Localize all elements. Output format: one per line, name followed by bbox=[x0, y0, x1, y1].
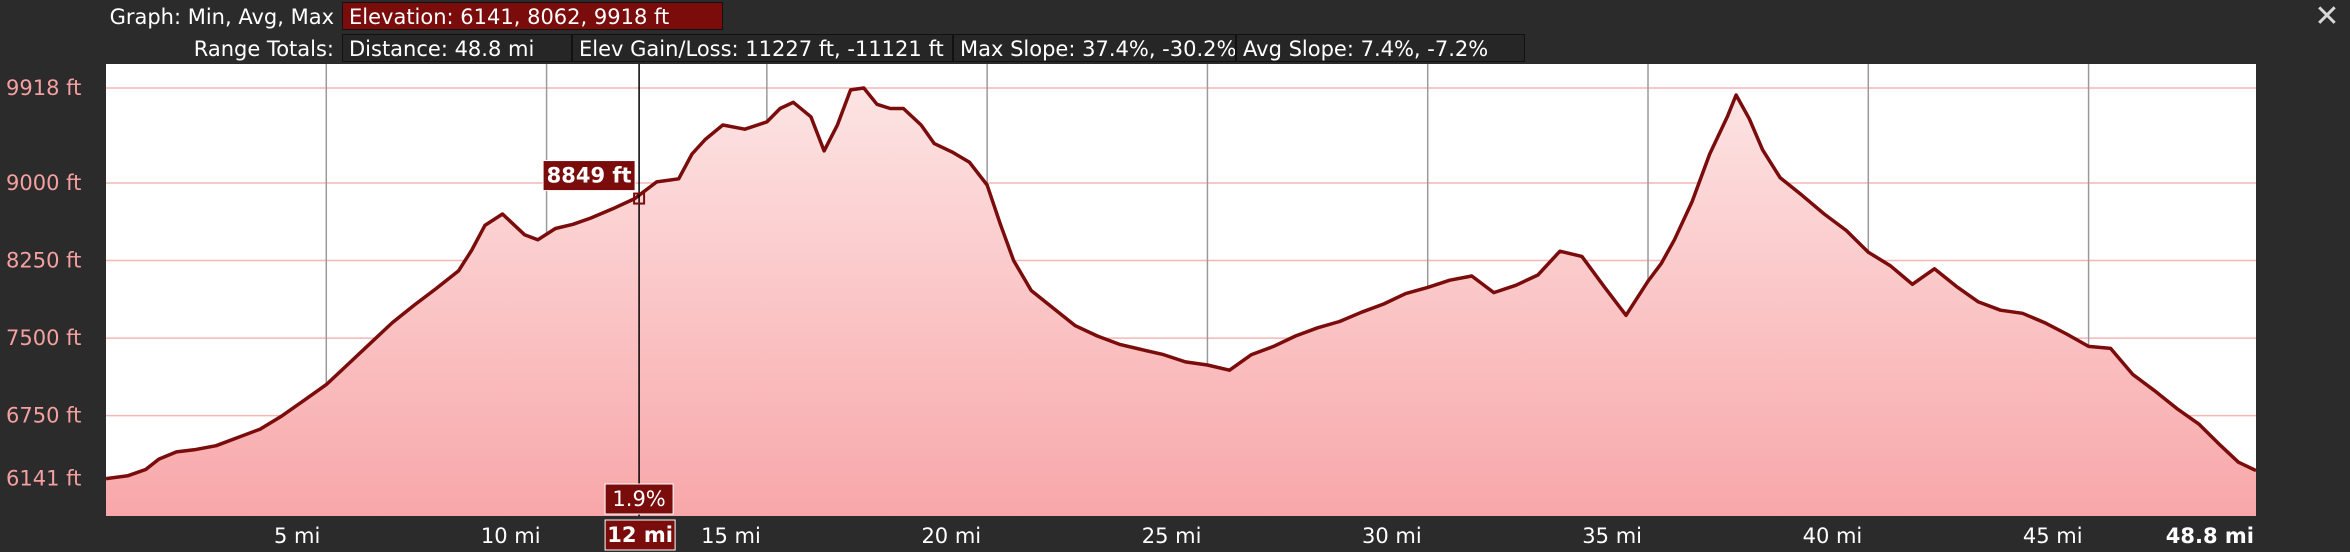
x-tick-label: 45 mi bbox=[2023, 524, 2083, 548]
range-totals-label: Range Totals: bbox=[193, 37, 334, 61]
avg-slope-box: Avg Slope: 7.4%, -7.2% bbox=[1236, 34, 1525, 62]
cursor-distance-badge bbox=[604, 519, 676, 551]
x-tick-label: 15 mi bbox=[701, 524, 761, 548]
distance-box: Distance: 48.8 mi bbox=[342, 34, 572, 62]
elevation-summary-box: Elevation: 6141, 8062, 9918 ft bbox=[342, 2, 723, 30]
x-axis: 5 mi 10 mi 15 mi 20 mi 25 mi 30 mi 35 mi 40 mi 4… bbox=[274, 524, 2254, 548]
cursor-marker bbox=[633, 192, 646, 205]
x-tick-label: 25 mi bbox=[1142, 524, 1202, 548]
y-tick-label: 6141 ft bbox=[6, 467, 81, 491]
elev-gain-loss-box: Elev Gain/Loss: 11227 ft, -11121 ft bbox=[572, 34, 953, 62]
max-slope-box: Max Slope: 37.4%, -30.2% bbox=[953, 34, 1236, 62]
cursor-distance-label: 12 mi bbox=[607, 523, 673, 547]
x-tick-label: 40 mi bbox=[1803, 524, 1863, 548]
x-tick-label: 30 mi bbox=[1362, 524, 1422, 548]
cursor-slope-badge bbox=[604, 483, 674, 515]
close-icon[interactable]: ✕ bbox=[2314, 0, 2340, 34]
cursor-elevation-label: 8849 ft bbox=[547, 164, 632, 188]
y-tick-label: 9000 ft bbox=[6, 171, 81, 195]
x-tick-label: 5 mi bbox=[274, 524, 320, 548]
y-tick-label: 6750 ft bbox=[6, 404, 81, 428]
x-tick-label: 35 mi bbox=[1582, 524, 1642, 548]
cursor: 8849 ft 1.9% 12 mi bbox=[542, 64, 676, 551]
x-tick-label: 48.8 mi bbox=[2166, 524, 2254, 548]
elevation-line bbox=[106, 86, 2256, 481]
x-tick-label: 10 mi bbox=[481, 524, 541, 548]
x-tick-label: 20 mi bbox=[921, 524, 981, 548]
y-tick-label: 9918 ft bbox=[6, 76, 81, 100]
y-tick-label: 7500 ft bbox=[6, 326, 81, 350]
y-tick-label: 8250 ft bbox=[6, 249, 81, 273]
y-axis: 9918 ft 9000 ft 8250 ft 7500 ft 6750 ft 6141 … bbox=[6, 76, 81, 491]
cursor-elevation-badge bbox=[542, 160, 636, 192]
graph-label: Graph: Min, Avg, Max bbox=[109, 5, 334, 29]
cursor-slope-label: 1.9% bbox=[612, 487, 665, 511]
